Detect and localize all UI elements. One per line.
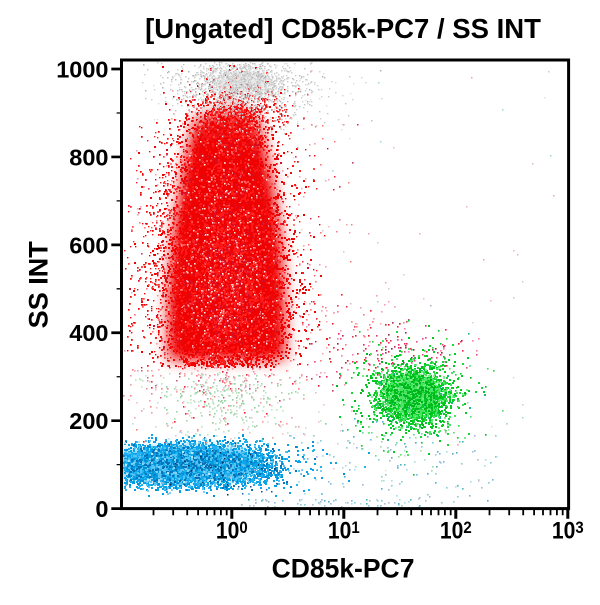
svg-text:800: 800	[69, 144, 108, 170]
svg-text:102: 102	[440, 517, 472, 544]
svg-text:200: 200	[69, 408, 108, 434]
svg-text:1000: 1000	[56, 56, 108, 82]
svg-text:600: 600	[69, 232, 108, 258]
svg-text:[Ungated] CD85k-PC7 / SS INT: [Ungated] CD85k-PC7 / SS INT	[145, 13, 541, 44]
svg-text:SS INT: SS INT	[24, 241, 54, 329]
svg-text:400: 400	[69, 320, 108, 346]
svg-text:CD85k-PC7: CD85k-PC7	[272, 554, 415, 584]
svg-text:0: 0	[95, 496, 108, 522]
